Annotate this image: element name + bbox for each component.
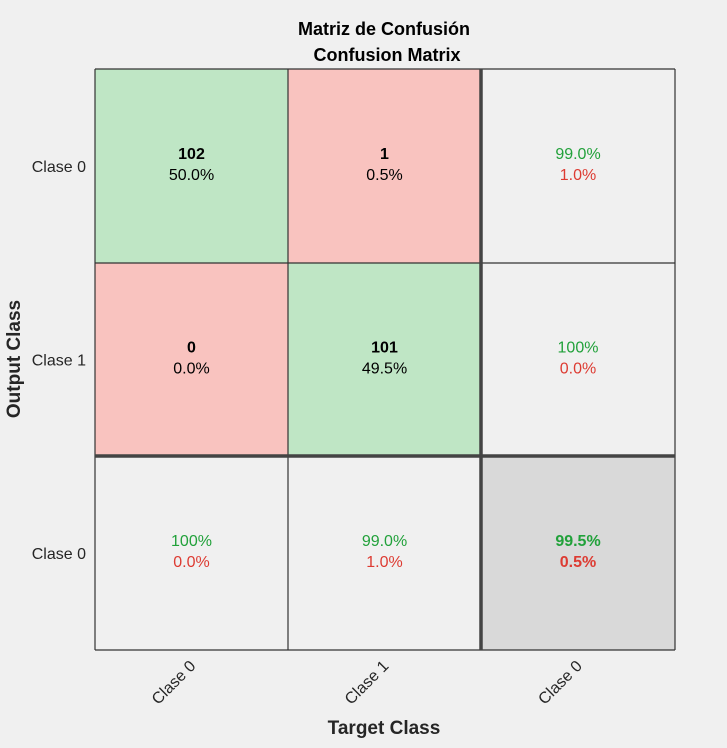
matrix-cell-error [95,263,288,456]
cell-accuracy: 99.0% [555,146,600,163]
x-axis-label: Target Class [328,718,441,739]
matrix-cell-correct [95,69,288,263]
matrix-cell-summary [288,456,481,650]
cell-accuracy: 99.5% [555,533,600,550]
row-tick-label: Clase 1 [32,353,86,370]
matrix-cell-summary [95,456,288,650]
cell-error-rate: 0.5% [560,554,596,571]
cell-percent: 0.0% [173,361,209,378]
cell-count: 101 [371,340,398,357]
cell-accuracy: 99.0% [362,533,407,550]
cell-accuracy: 100% [171,533,212,550]
matrix-cells: 102 50.0% 1 0.5% 99.0% 1.0% 0 0.0% 101 49.5% 100% 0… [95,69,675,650]
cell-percent: 49.5% [362,361,407,378]
chart-title-line-2: Confusion Matrix [314,45,461,65]
cell-count: 1 [380,146,389,163]
cell-error-rate: 1.0% [366,554,402,571]
cell-percent: 50.0% [169,167,214,184]
matrix-cell-total [481,456,675,650]
cell-count: 0 [187,340,196,357]
row-tick-label: Clase 0 [32,546,86,563]
cell-count: 102 [178,146,205,163]
matrix-cell-summary [481,263,675,456]
y-axis-label: Output Class [4,300,25,418]
cell-error-rate: 0.0% [560,361,596,378]
row-tick-label: Clase 0 [32,159,86,176]
cell-error-rate: 0.0% [173,554,209,571]
cell-percent: 0.5% [366,167,402,184]
matrix-cell-error [288,69,481,263]
matrix-cell-correct [288,263,481,456]
cell-error-rate: 1.0% [560,167,596,184]
chart-title-line-1: Matriz de Confusión [298,19,470,39]
cell-accuracy: 100% [558,340,599,357]
matrix-cell-summary [481,69,675,263]
matrix-grid [94,68,676,651]
